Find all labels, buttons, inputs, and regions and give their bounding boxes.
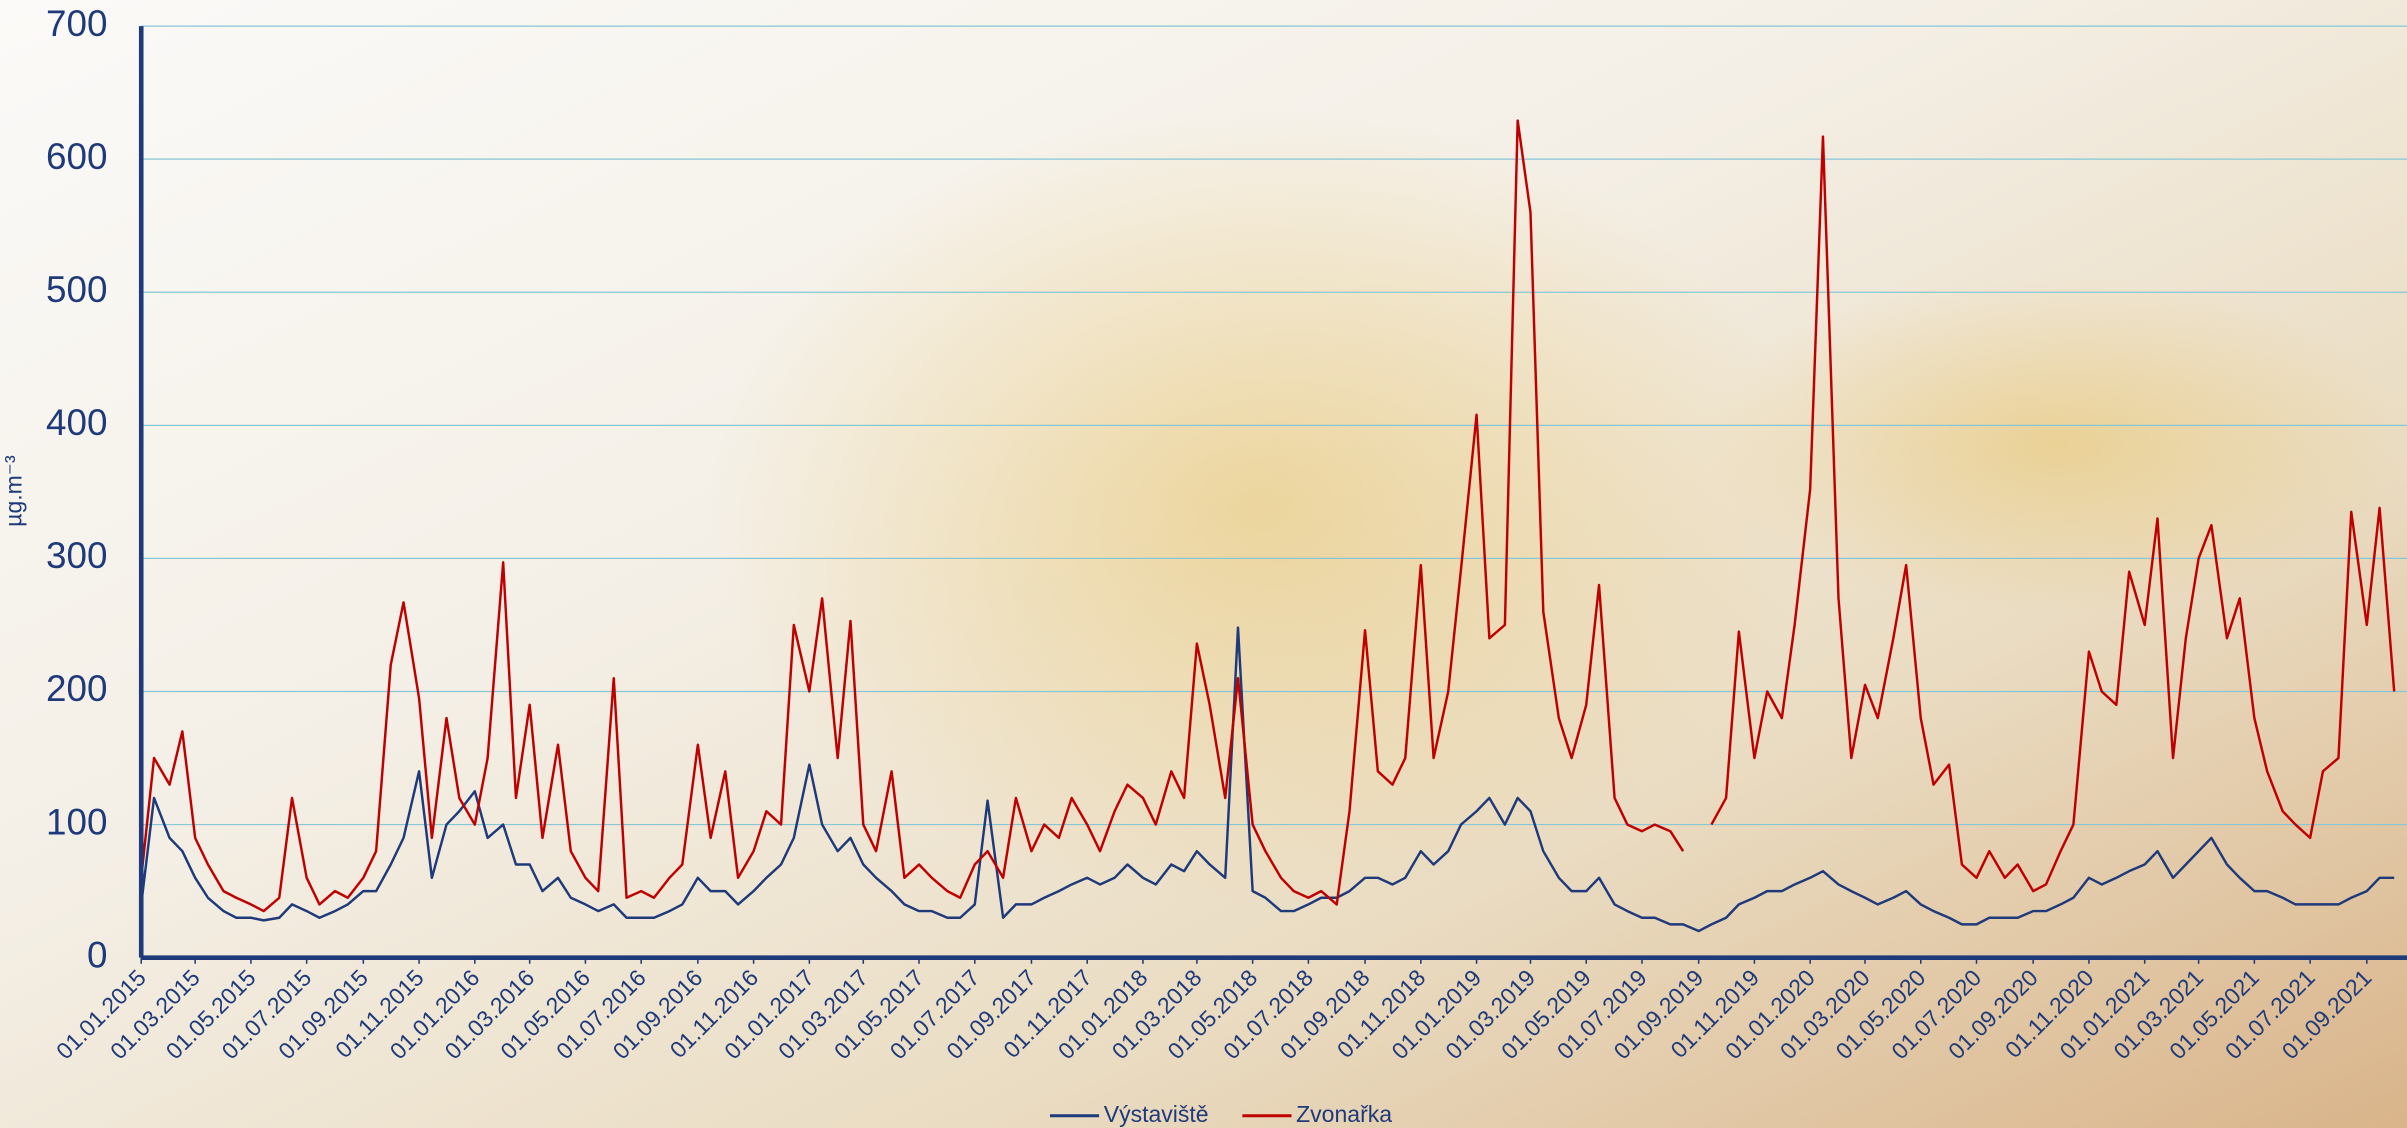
y-axis-label: µg.m⁻³	[0, 455, 26, 527]
y-tick-label: 700	[46, 3, 107, 44]
y-tick-label: 500	[46, 269, 107, 310]
background-excavator	[1704, 276, 2407, 614]
y-tick-label: 0	[87, 934, 107, 975]
legend-label: Výstaviště	[1104, 1101, 1209, 1127]
y-tick-label: 600	[46, 136, 107, 177]
y-tick-label: 300	[46, 535, 107, 576]
series-line	[140, 626, 2395, 933]
y-tick-label: 100	[46, 801, 107, 842]
y-tick-label: 400	[46, 402, 107, 443]
y-tick-label: 200	[46, 668, 107, 709]
legend-label: Zvonařka	[1296, 1101, 1392, 1127]
background-machine	[706, 107, 1812, 906]
series-line	[1710, 135, 2396, 893]
series-line	[140, 119, 1685, 913]
